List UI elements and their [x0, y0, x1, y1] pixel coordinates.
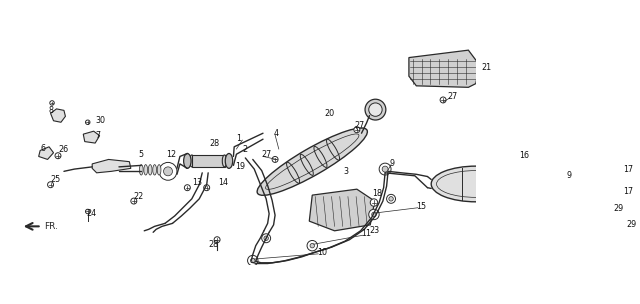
Circle shape	[50, 101, 54, 105]
Circle shape	[264, 236, 268, 240]
Text: 1: 1	[236, 134, 241, 143]
Circle shape	[307, 240, 317, 251]
Text: 22: 22	[134, 192, 144, 201]
Text: 27: 27	[262, 150, 272, 160]
Circle shape	[354, 127, 360, 133]
Polygon shape	[83, 131, 100, 143]
Text: 27: 27	[447, 92, 458, 102]
Text: 18: 18	[372, 189, 381, 198]
Polygon shape	[92, 159, 131, 173]
Circle shape	[387, 194, 396, 203]
Text: 16: 16	[519, 151, 529, 160]
Circle shape	[86, 120, 90, 125]
Text: 26: 26	[58, 145, 68, 154]
Bar	[192, 155, 225, 167]
Circle shape	[556, 179, 562, 185]
Text: 5: 5	[138, 150, 143, 160]
Circle shape	[440, 97, 446, 103]
Ellipse shape	[431, 166, 520, 202]
Circle shape	[250, 258, 255, 263]
Circle shape	[621, 220, 627, 226]
Polygon shape	[51, 109, 65, 122]
Ellipse shape	[184, 154, 191, 168]
Circle shape	[47, 182, 54, 188]
Text: 24: 24	[86, 209, 97, 218]
Circle shape	[382, 166, 388, 172]
Text: 28: 28	[208, 240, 218, 249]
Circle shape	[372, 212, 376, 217]
Circle shape	[310, 244, 314, 248]
Circle shape	[262, 234, 271, 243]
Text: 29: 29	[613, 204, 623, 213]
Text: 11: 11	[362, 229, 371, 238]
Text: 9: 9	[566, 171, 572, 180]
Circle shape	[204, 185, 210, 191]
Circle shape	[272, 157, 278, 162]
Text: 19: 19	[235, 162, 245, 171]
Circle shape	[379, 163, 391, 175]
Ellipse shape	[369, 103, 382, 116]
Text: 20: 20	[324, 109, 334, 118]
Circle shape	[164, 167, 173, 176]
Circle shape	[248, 255, 258, 266]
Text: FR.: FR.	[45, 222, 58, 231]
Circle shape	[55, 153, 61, 159]
Circle shape	[86, 209, 90, 214]
Circle shape	[370, 199, 378, 206]
Text: 13: 13	[192, 178, 202, 187]
Polygon shape	[309, 189, 374, 231]
Text: 12: 12	[166, 150, 177, 159]
Polygon shape	[409, 50, 479, 87]
Ellipse shape	[225, 154, 233, 168]
Text: 27: 27	[354, 121, 364, 130]
Text: 8: 8	[49, 106, 53, 115]
Text: 25: 25	[51, 175, 61, 184]
Polygon shape	[617, 185, 636, 202]
Ellipse shape	[140, 165, 143, 175]
Text: 14: 14	[219, 178, 228, 187]
Circle shape	[131, 198, 137, 204]
Ellipse shape	[222, 155, 227, 167]
Text: 23: 23	[369, 226, 380, 235]
Ellipse shape	[365, 99, 386, 120]
Text: 15: 15	[417, 202, 426, 211]
Circle shape	[159, 162, 177, 180]
Ellipse shape	[189, 155, 194, 167]
Text: 2: 2	[243, 144, 248, 154]
Text: 17: 17	[623, 164, 633, 174]
Circle shape	[553, 176, 565, 188]
Polygon shape	[617, 168, 636, 185]
Text: 10: 10	[317, 248, 326, 257]
Circle shape	[389, 197, 394, 201]
Text: 29: 29	[626, 220, 636, 229]
Text: 6: 6	[41, 144, 46, 153]
Ellipse shape	[144, 165, 148, 175]
Ellipse shape	[257, 128, 367, 195]
Text: 4: 4	[273, 129, 278, 138]
Circle shape	[184, 185, 190, 191]
Ellipse shape	[153, 165, 157, 175]
Text: 17: 17	[623, 187, 633, 196]
Polygon shape	[38, 147, 54, 159]
Ellipse shape	[157, 165, 161, 175]
Circle shape	[612, 209, 618, 215]
Text: 9: 9	[390, 159, 395, 168]
Text: 21: 21	[482, 63, 492, 72]
Circle shape	[214, 237, 220, 243]
Text: 7: 7	[95, 131, 100, 140]
Text: 28: 28	[210, 139, 220, 147]
Text: 30: 30	[95, 116, 105, 125]
Circle shape	[369, 209, 379, 220]
Text: 3: 3	[344, 167, 348, 176]
Ellipse shape	[148, 165, 152, 175]
